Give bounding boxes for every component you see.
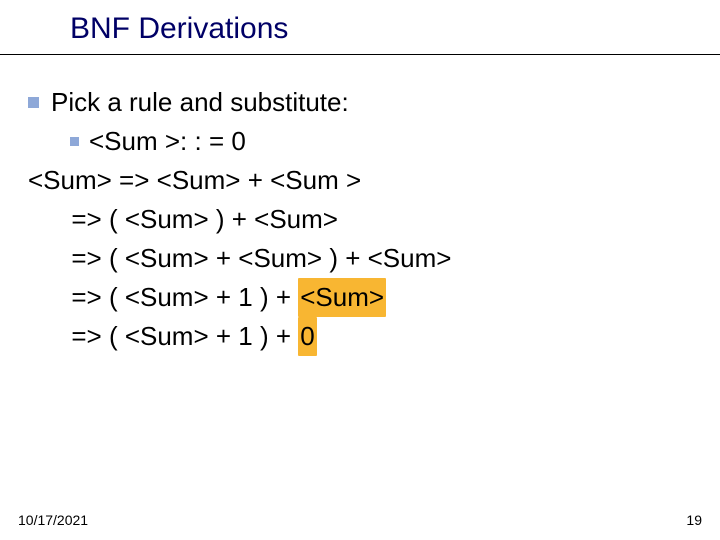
derivation-rhs-pre: ( <Sum> + 1 ) + xyxy=(109,278,298,317)
bullet-large-icon xyxy=(28,97,39,108)
derivation-row: <Sum> => <Sum> + <Sum > xyxy=(28,161,690,200)
derivation-highlight: <Sum> xyxy=(298,278,386,317)
footer-date: 10/17/2021 xyxy=(18,512,88,528)
bullet-line-1: Pick a rule and substitute: xyxy=(28,83,690,122)
slide-title: BNF Derivations xyxy=(70,12,720,46)
derivation-block: <Sum> => <Sum> + <Sum > => ( <Sum> ) + <… xyxy=(28,161,690,356)
bullet-small-icon xyxy=(70,137,79,146)
pick-text: Pick a rule and substitute: xyxy=(51,87,349,117)
derivation-rhs-pre: <Sum> + <Sum > xyxy=(157,161,362,200)
title-bar: BNF Derivations xyxy=(0,0,720,55)
derivation-rhs-pre: ( <Sum> ) + <Sum> xyxy=(109,200,338,239)
derivation-highlight: 0 xyxy=(298,317,316,356)
derivation-rhs-pre: ( <Sum> + <Sum> ) + <Sum> xyxy=(109,239,452,278)
footer: 10/17/2021 19 xyxy=(18,512,702,528)
derivation-row: => ( <Sum> + 1 ) + 0 xyxy=(28,317,690,356)
derivation-lhs: => xyxy=(28,239,109,278)
bullet-line-2: <Sum >: : = 0 xyxy=(28,122,690,161)
derivation-row: => ( <Sum> + <Sum> ) + <Sum> xyxy=(28,239,690,278)
derivation-lhs: => xyxy=(28,317,109,356)
rule-text: <Sum >: : = 0 xyxy=(89,126,246,156)
derivation-lhs: <Sum> => xyxy=(28,161,157,200)
derivation-lhs: => xyxy=(28,200,109,239)
derivation-rhs-pre: ( <Sum> + 1 ) + xyxy=(109,317,298,356)
derivation-row: => ( <Sum> ) + <Sum> xyxy=(28,200,690,239)
footer-page: 19 xyxy=(686,512,702,528)
derivation-row: => ( <Sum> + 1 ) + <Sum> xyxy=(28,278,690,317)
slide-content: Pick a rule and substitute: <Sum >: : = … xyxy=(0,55,720,356)
derivation-lhs: => xyxy=(28,278,109,317)
